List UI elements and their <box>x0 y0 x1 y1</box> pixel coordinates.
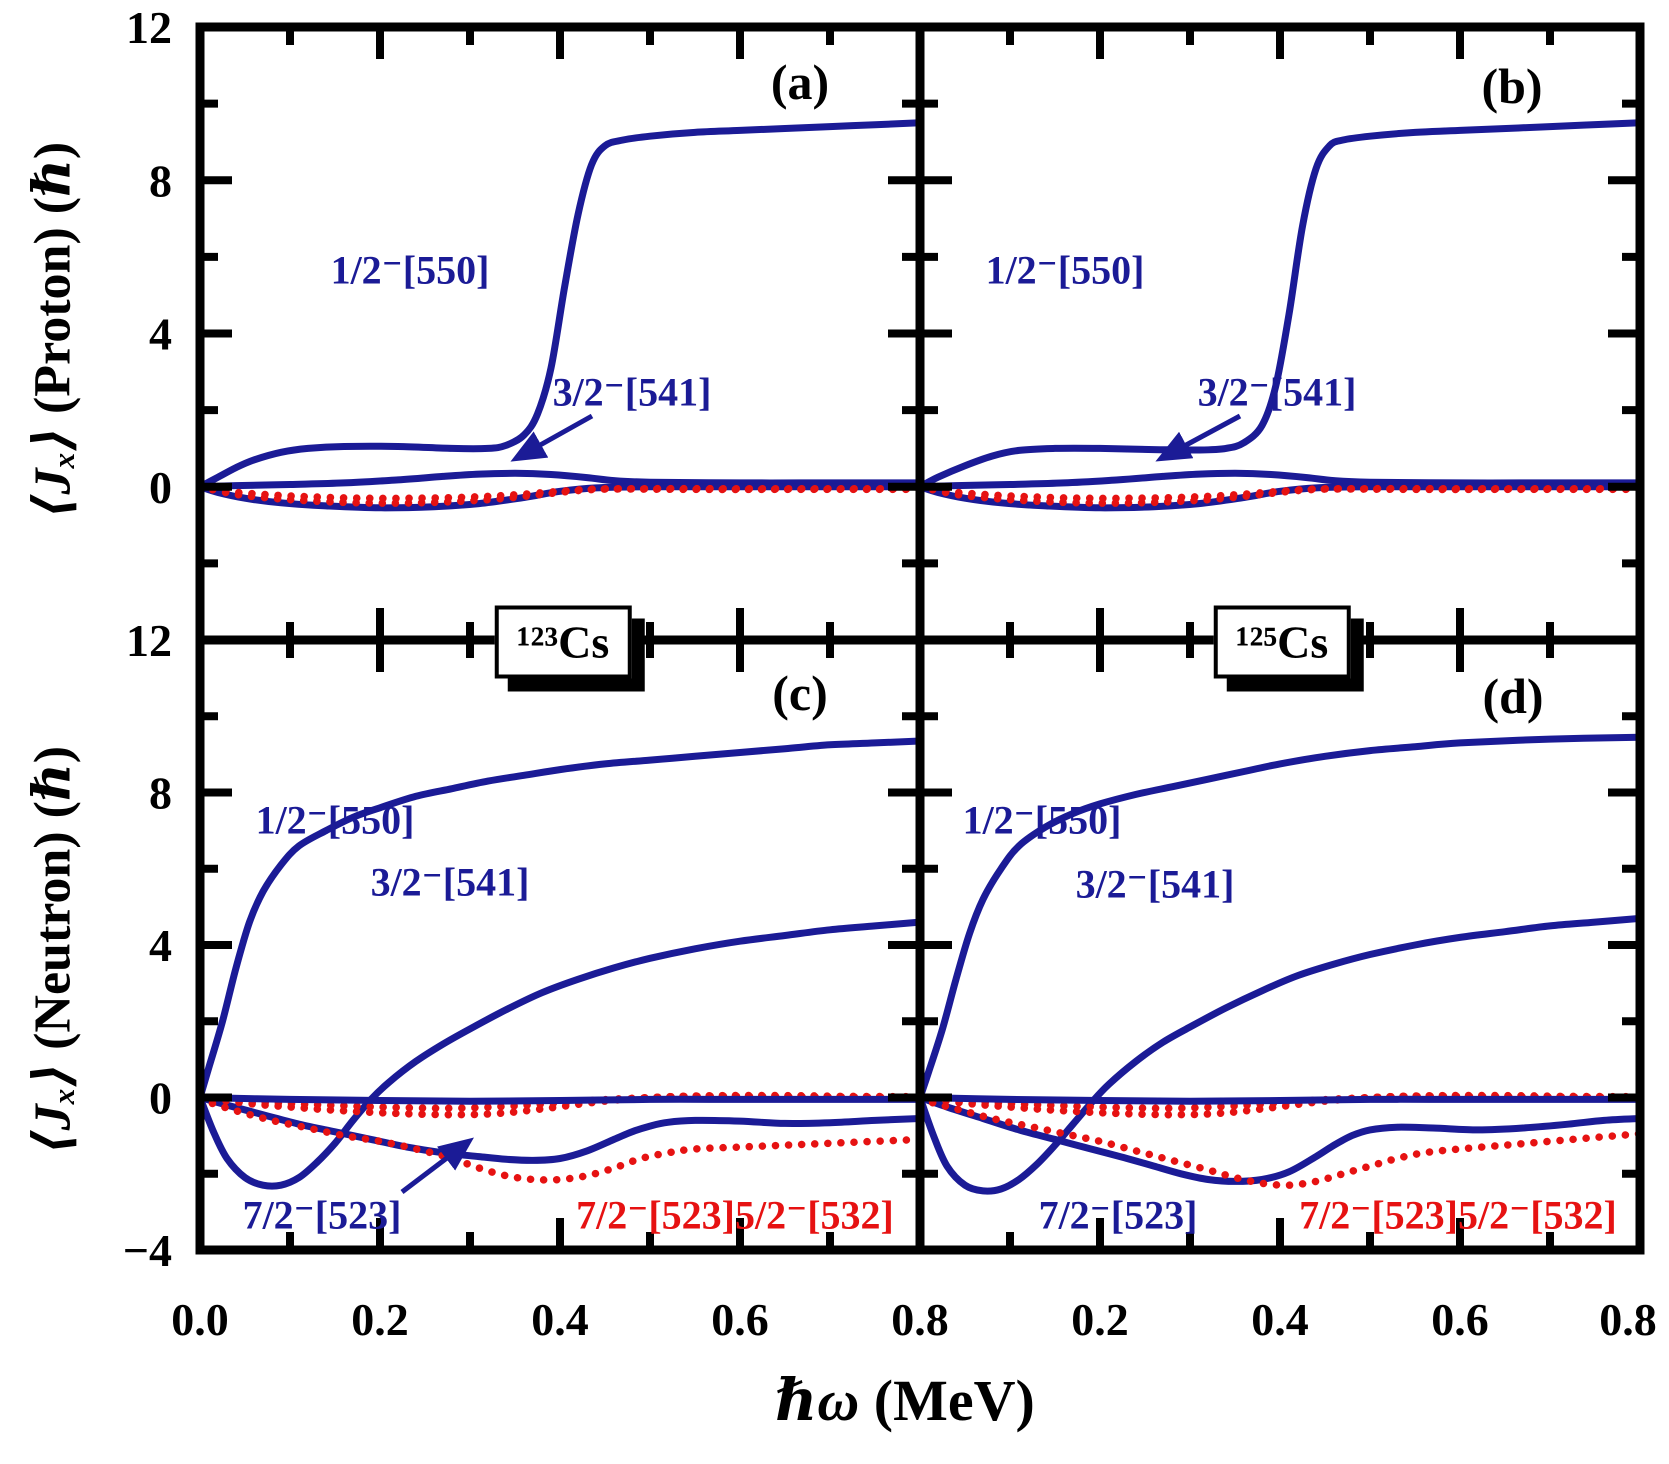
x-tick-label: 0.0 <box>171 1294 229 1345</box>
isotope-badge-123cs: ¹²³Cs <box>494 605 632 679</box>
curve-label-c-550: 1/2⁻[550] <box>255 797 415 843</box>
hbar-omega-symbol: ℏω <box>775 1368 860 1433</box>
x-tick-label: 0.8 <box>891 1294 949 1345</box>
series-3/2⁻[541] <box>920 914 1640 1195</box>
series-1/2⁻[550] <box>200 737 920 1099</box>
x-tick-label: 0.2 <box>1071 1294 1129 1345</box>
isotope-badge-125cs: ¹²⁵Cs <box>1213 605 1351 679</box>
panel-letter-d: (d) <box>1482 668 1544 724</box>
y-tick-label-neutron: 0 <box>149 1073 172 1124</box>
x-tick-label: 0.6 <box>1431 1294 1489 1345</box>
tick-marks <box>200 27 1640 1250</box>
panel-letter-b: (b) <box>1481 58 1543 114</box>
series-7/2⁻[523]5/2⁻[532] <box>200 1095 920 1184</box>
series-1/2⁻[550] <box>920 119 1640 490</box>
series-1/2⁻[550] <box>200 119 920 490</box>
series-7/2⁻[523]5/2⁻[532] <box>920 1095 1640 1190</box>
annotation-arrow <box>510 413 594 462</box>
y-tick-label-neutron: −4 <box>123 1225 172 1276</box>
curve-label-d-541: 3/2⁻[541] <box>1075 861 1235 907</box>
y-axis-title-neutron: ⟨Jₓ⟩ (Neutron) (ℏ) <box>22 746 83 1154</box>
annotation-arrow <box>400 1137 474 1194</box>
panel-letter-c: (c) <box>772 665 828 721</box>
series-pair configuration 2 <box>200 483 920 507</box>
series-near-zero partner <box>920 1094 1640 1105</box>
curve-label-b-550: 1/2⁻[550] <box>985 247 1145 293</box>
series-7/2⁻[523] <box>200 1094 920 1164</box>
curve-label-b-541: 3/2⁻[541] <box>1197 369 1357 415</box>
y-tick-label-proton: 4 <box>149 309 172 360</box>
annotation-arrow <box>1155 413 1242 462</box>
series-near-zero partner <box>200 1094 920 1105</box>
curve-label-c-523-532: 7/2⁻[523]5/2⁻[532] <box>576 1192 894 1238</box>
x-tick-label: 0.6 <box>711 1294 769 1345</box>
panel-d <box>920 733 1640 1195</box>
panel-c <box>200 737 920 1190</box>
x-tick-label: 0.4 <box>1251 1294 1309 1345</box>
x-tick-label: 0.2 <box>351 1294 409 1345</box>
neutron-axis-unit: (Neutron) (ℏ) <box>24 745 82 1050</box>
curve-label-c-541: 3/2⁻[541] <box>370 859 530 905</box>
curve-label-d-523: 7/2⁻[523] <box>1038 1192 1198 1238</box>
series-3/2⁻[541] <box>200 469 920 491</box>
panel-a <box>200 119 920 512</box>
series-3/2⁻[541] <box>920 469 1640 491</box>
panel-letter-a: (a) <box>770 54 830 110</box>
x-tick-label: 0.8 <box>1599 1294 1657 1345</box>
curve-label-d-523-532: 7/2⁻[523]5/2⁻[532] <box>1299 1192 1617 1238</box>
y-tick-label-neutron: 4 <box>149 920 172 971</box>
series-7/2⁻[523] <box>920 1094 1640 1185</box>
y-tick-label-neutron: 8 <box>149 768 172 819</box>
curve-label-a-550: 1/2⁻[550] <box>330 247 490 293</box>
jx-symbol: ⟨Jₓ⟩ <box>24 1062 82 1155</box>
x-axis-title: ℏω (MeV) <box>775 1366 1035 1434</box>
series-3/2⁻[541] partner <box>200 483 920 512</box>
series-pair configuration 2 <box>920 483 1640 507</box>
curve-label-c-523: 7/2⁻[523] <box>242 1192 402 1238</box>
proton-axis-unit: (Proton) (ℏ) <box>24 141 82 415</box>
curve-label-d-550: 1/2⁻[550] <box>962 797 1122 843</box>
y-tick-label-proton: 0 <box>149 462 172 513</box>
series-1/2⁻[550] <box>920 733 1640 1099</box>
y-tick-label-proton: 12 <box>126 2 172 53</box>
panel-b <box>920 119 1640 512</box>
series-3/2⁻[541] <box>200 918 920 1190</box>
jx-symbol: ⟨Jₓ⟩ <box>24 427 82 519</box>
x-axis-unit: (MeV) <box>873 1368 1035 1433</box>
y-tick-label-proton: 8 <box>149 155 172 206</box>
series-3/2⁻[541] partner <box>920 483 1640 512</box>
curve-label-a-541: 3/2⁻[541] <box>552 369 712 415</box>
y-tick-label-neutron: 12 <box>126 615 172 666</box>
y-axis-title-proton: ⟨Jₓ⟩ (Proton) (ℏ) <box>22 142 83 518</box>
x-tick-label: 0.4 <box>531 1294 589 1345</box>
